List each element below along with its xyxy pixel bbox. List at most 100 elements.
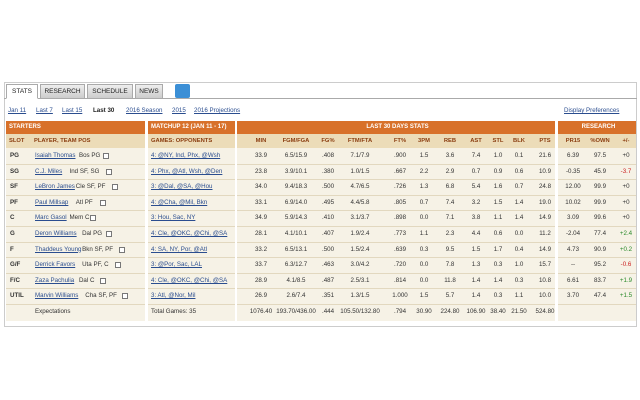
player-name[interactable]: Thaddeus Young (35, 245, 82, 253)
games[interactable]: 4: Cle, @OKC, @Chi, @SA (151, 276, 228, 284)
player-name[interactable]: LeBron James (35, 183, 75, 191)
news-icon[interactable] (121, 293, 128, 300)
filter[interactable]: 2016 Projections (194, 107, 241, 114)
games[interactable]: 4: Cle, @OKC, @Chi, @SA (151, 230, 228, 237)
stat: 1.5 (419, 152, 429, 159)
player-name[interactable]: Isaiah Thomas (35, 152, 76, 159)
filter[interactable]: Last 7 (36, 107, 53, 114)
games[interactable]: 4: Phx, @Atl, Wsh, @Den (151, 167, 223, 175)
games[interactable]: 3: Atl, @Nor, Mil (151, 292, 196, 300)
games[interactable]: 4: @NY, Ind, Phx, @Wsh (151, 152, 221, 159)
row-separator (558, 210, 636, 212)
research: 97.5 (593, 152, 607, 159)
row-separator (237, 272, 555, 274)
news-icon[interactable] (99, 199, 106, 206)
stat: 1.4 (514, 214, 524, 222)
news-icon[interactable] (112, 184, 119, 191)
stat: .463 (321, 261, 335, 269)
row-separator (148, 226, 235, 227)
stat: 1.0 (493, 152, 503, 159)
column-header: 3PM (418, 138, 430, 144)
games[interactable]: 3: @Por, Sac, LAL (151, 261, 202, 269)
stat: 4.1/10.1 (284, 230, 308, 237)
stat: 0.3 (493, 292, 503, 300)
stat: 19.0 (538, 198, 552, 206)
total-stat: 38.40 (490, 308, 506, 315)
stat: 33.9 (254, 152, 268, 159)
stat: 0.1 (514, 152, 524, 159)
research: +0 (622, 214, 630, 222)
stat: 4.7/6.5 (350, 183, 370, 191)
stat: 1.5 (493, 198, 503, 206)
games[interactable]: 3: @Dal, @SA, @Hou (151, 183, 213, 191)
player-name[interactable]: Derrick Favors (35, 261, 76, 269)
total-stat: .794 (393, 308, 407, 315)
subheader-bar (237, 134, 555, 148)
player-name[interactable]: Paul Millsap (35, 198, 69, 206)
stat: 0.0 (514, 230, 524, 237)
news-icon[interactable] (118, 246, 125, 253)
news-icon[interactable] (90, 215, 97, 222)
stat: 2.9 (445, 167, 455, 175)
player-name[interactable]: Zaza Pachulia (35, 276, 75, 284)
filter[interactable]: 2015 (172, 107, 186, 114)
games[interactable]: 3: Hou, Sac, NY (151, 214, 196, 222)
stat: 1.1 (493, 214, 503, 222)
player-name[interactable]: C.J. Miles (35, 167, 63, 175)
display-preferences[interactable]: Display Preferences (564, 107, 620, 114)
filter[interactable]: Jan 11 (8, 107, 27, 114)
stat: 1.5 (419, 292, 429, 300)
research: +0.2 (619, 245, 633, 253)
stat: 2.6/7.4 (286, 292, 306, 300)
stat: .487 (321, 276, 335, 284)
stat: 6.9/14.0 (284, 198, 308, 206)
section-header: LAST 30 DAYS STATS (237, 121, 555, 134)
slot: F (10, 245, 14, 253)
row-separator (237, 179, 555, 181)
column-header: STL (492, 138, 504, 144)
news-icon[interactable] (106, 168, 112, 175)
tab[interactable]: RESEARCH (40, 84, 85, 99)
stat: 3.8 (471, 214, 481, 222)
stat: 0.9 (493, 167, 503, 175)
news-icon[interactable] (115, 262, 122, 269)
column-header: BLK (513, 138, 525, 144)
slot: G (10, 230, 15, 237)
section-panel (148, 121, 235, 321)
filter[interactable]: Last 15 (62, 107, 83, 114)
player-name[interactable]: Marvin Williams (35, 292, 79, 300)
tab[interactable]: STATS (6, 84, 38, 99)
player-name[interactable]: Deron Williams (35, 230, 77, 237)
row-separator (237, 226, 555, 227)
games[interactable]: 4: SA, NY, Por, @Atl (151, 245, 208, 253)
stat: 0.6 (514, 167, 524, 175)
stat: 1.0 (514, 261, 524, 269)
news-icon[interactable] (99, 277, 106, 284)
row-separator (237, 288, 555, 290)
filter[interactable]: Last 30 (93, 107, 115, 114)
filter[interactable]: 2016 Season (126, 107, 163, 114)
total-stat: 21.50 (511, 308, 527, 315)
stat: 2.5/3.1 (350, 276, 370, 284)
stat: 3.9/10.1 (284, 167, 308, 175)
tab[interactable]: SCHEDULE (87, 84, 133, 99)
stat: .898 (393, 214, 407, 222)
stat: 10.9 (538, 167, 552, 175)
share-icon[interactable] (175, 84, 190, 98)
stat: 5.4 (471, 183, 481, 191)
stat: .720 (393, 261, 407, 269)
stat: 6.5/13.1 (284, 245, 308, 253)
stat: 2.2 (419, 167, 429, 175)
news-icon[interactable] (106, 231, 112, 237)
games[interactable]: 4: @Cha, @Mil, Bkn (151, 198, 208, 206)
stat: 14.9 (538, 245, 552, 253)
team-pos: Cha SF, PF (85, 292, 117, 300)
player-name[interactable]: Marc Gasol (35, 214, 67, 222)
news-icon[interactable] (102, 153, 109, 159)
tab[interactable]: NEWS (135, 84, 163, 99)
column-header: AST (470, 138, 482, 144)
research: 3.09 (566, 214, 580, 222)
stat: 9.5 (445, 245, 455, 253)
stat: .900 (393, 152, 407, 159)
